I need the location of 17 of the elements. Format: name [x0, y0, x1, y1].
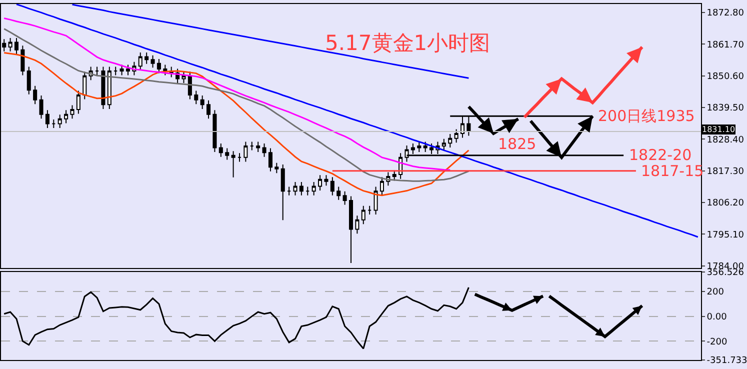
- y-tick-label: 1795.10: [706, 230, 744, 240]
- y-tick-label: 1828.40: [706, 135, 744, 146]
- y-tick-label: 1839.50: [706, 104, 744, 114]
- ref-line-label: 1831.10: [702, 125, 736, 134]
- annotation: 1822-20: [629, 146, 692, 164]
- y-tick-label: 1817.30: [706, 166, 744, 177]
- y-tick-label: 0.00: [706, 312, 728, 322]
- y-tick-label: 1806.20: [706, 198, 744, 209]
- y-tick-label: 1850.60: [706, 72, 744, 82]
- y-tick-label: 1872.80: [706, 8, 744, 19]
- annotation: 1825: [498, 135, 536, 153]
- y-tick-label: -200: [706, 337, 728, 348]
- annotation: 200日线1935: [598, 107, 695, 125]
- y-tick-label: -351.733: [706, 356, 747, 366]
- y-tick-label: 200: [706, 288, 724, 298]
- y-tick-label: 1861.70: [706, 40, 744, 50]
- text: 5.17黄金1小时图: [325, 31, 490, 55]
